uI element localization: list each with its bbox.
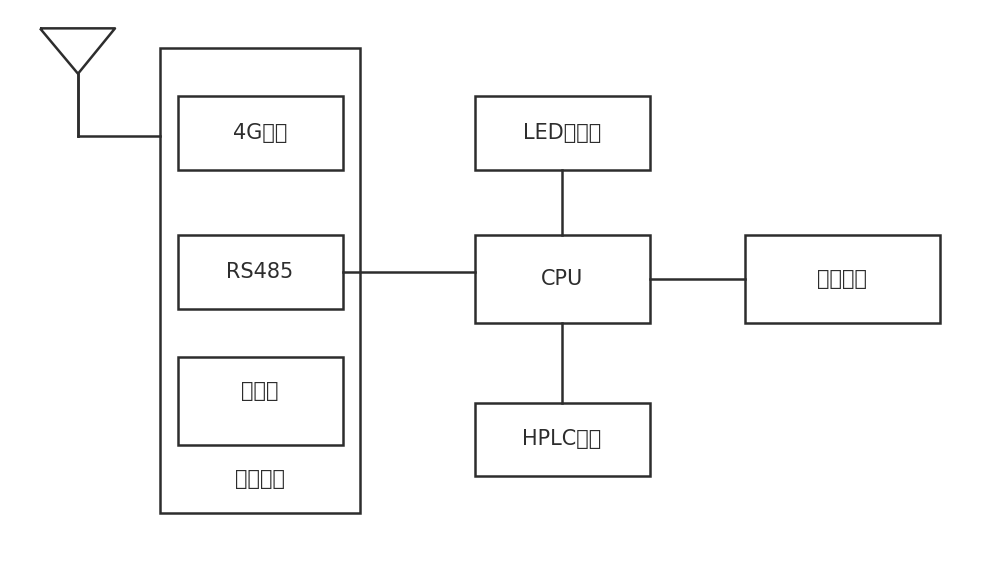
Bar: [178, 96, 343, 170]
Text: 以太网: 以太网: [241, 381, 279, 401]
Text: LED指示灯: LED指示灯: [523, 123, 601, 143]
Text: 通讯接口: 通讯接口: [235, 469, 285, 489]
Bar: [475, 403, 650, 476]
Bar: [475, 96, 650, 170]
Bar: [475, 235, 650, 323]
Text: 电源系统: 电源系统: [817, 269, 867, 289]
Text: 4G模块: 4G模块: [233, 123, 287, 143]
Bar: [178, 357, 343, 445]
Bar: [745, 235, 940, 323]
Bar: [160, 48, 360, 513]
Text: CPU: CPU: [541, 269, 583, 289]
Text: RS485: RS485: [226, 262, 294, 282]
Text: HPLC模块: HPLC模块: [522, 429, 602, 450]
Bar: [178, 235, 343, 309]
